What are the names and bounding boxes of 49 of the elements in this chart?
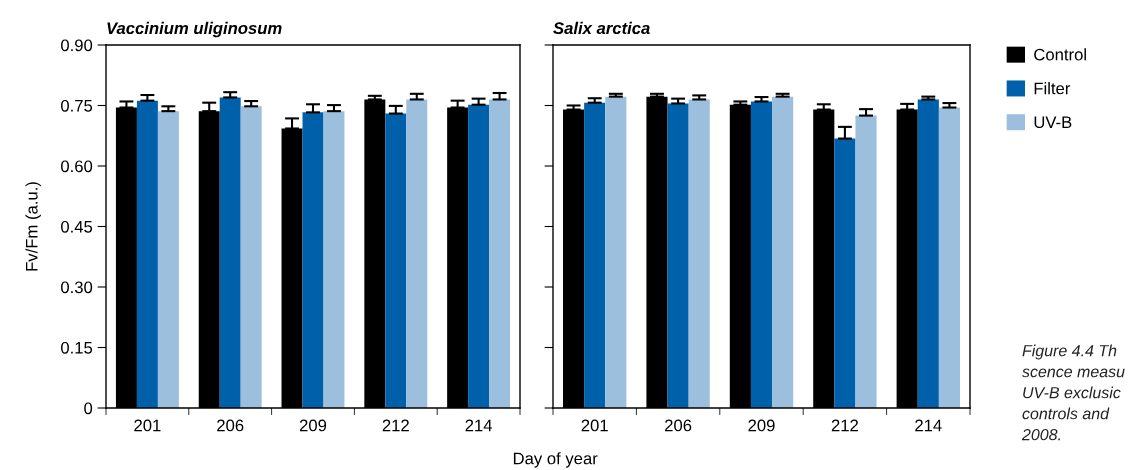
x-tick-label: 209: [748, 419, 775, 432]
x-tick-label: 201: [134, 419, 161, 432]
bar: [323, 111, 345, 408]
chart-title: Vaccinium uliginosum: [107, 21, 282, 38]
x-tick-label: 201: [581, 419, 608, 432]
y-tick-label: 0.90: [61, 39, 93, 52]
legend-label: Control: [1034, 48, 1086, 61]
x-axis-title: Day of year: [513, 452, 598, 468]
bar: [750, 101, 773, 408]
bar: [772, 96, 794, 408]
text: 2008.: [1021, 428, 1061, 441]
y-tick-label: 0.30: [61, 281, 93, 294]
text: UV-B exclusic: [1023, 386, 1121, 399]
x-tick-label: 212: [382, 419, 409, 432]
bar: [219, 97, 241, 408]
y-axis-title: Fv/Fm (a.u.): [25, 182, 41, 271]
text: controls and: [1022, 407, 1110, 420]
x-tick-label: 206: [217, 419, 244, 432]
y-tick-label: 0.60: [61, 160, 93, 173]
bar: [489, 99, 511, 408]
legend-label: Filter: [1034, 82, 1071, 95]
x-tick-label: 206: [665, 419, 692, 432]
bar: [605, 96, 627, 408]
x-tick-label: 214: [915, 419, 942, 432]
bar: [667, 103, 689, 408]
bar: [240, 106, 262, 408]
bar: [938, 107, 960, 408]
legend-label: UV-B: [1034, 116, 1072, 129]
bar: [855, 115, 877, 408]
bar: [385, 113, 407, 408]
bar: [157, 111, 179, 408]
x-tick-label: 209: [299, 419, 327, 432]
text: scence measu: [1022, 368, 1125, 378]
bar: [688, 99, 710, 408]
y-tick-label: 0.75: [61, 99, 93, 112]
bar: [406, 99, 428, 408]
x-tick-label: 212: [831, 419, 858, 432]
bar: [136, 100, 158, 408]
y-tick-label: 0: [84, 402, 93, 415]
chart-title: Salix arctica: [553, 21, 650, 35]
bar: [468, 104, 490, 408]
bar: [917, 99, 939, 408]
bar: [584, 102, 606, 408]
caption: Figure 4.4 Th: [1022, 344, 1117, 360]
x-tick-label: 214: [465, 419, 493, 432]
bar: [834, 138, 856, 408]
y-tick-label: 0.45: [61, 220, 93, 233]
bar: [302, 112, 324, 408]
y-tick-label: 0.15: [61, 341, 93, 354]
